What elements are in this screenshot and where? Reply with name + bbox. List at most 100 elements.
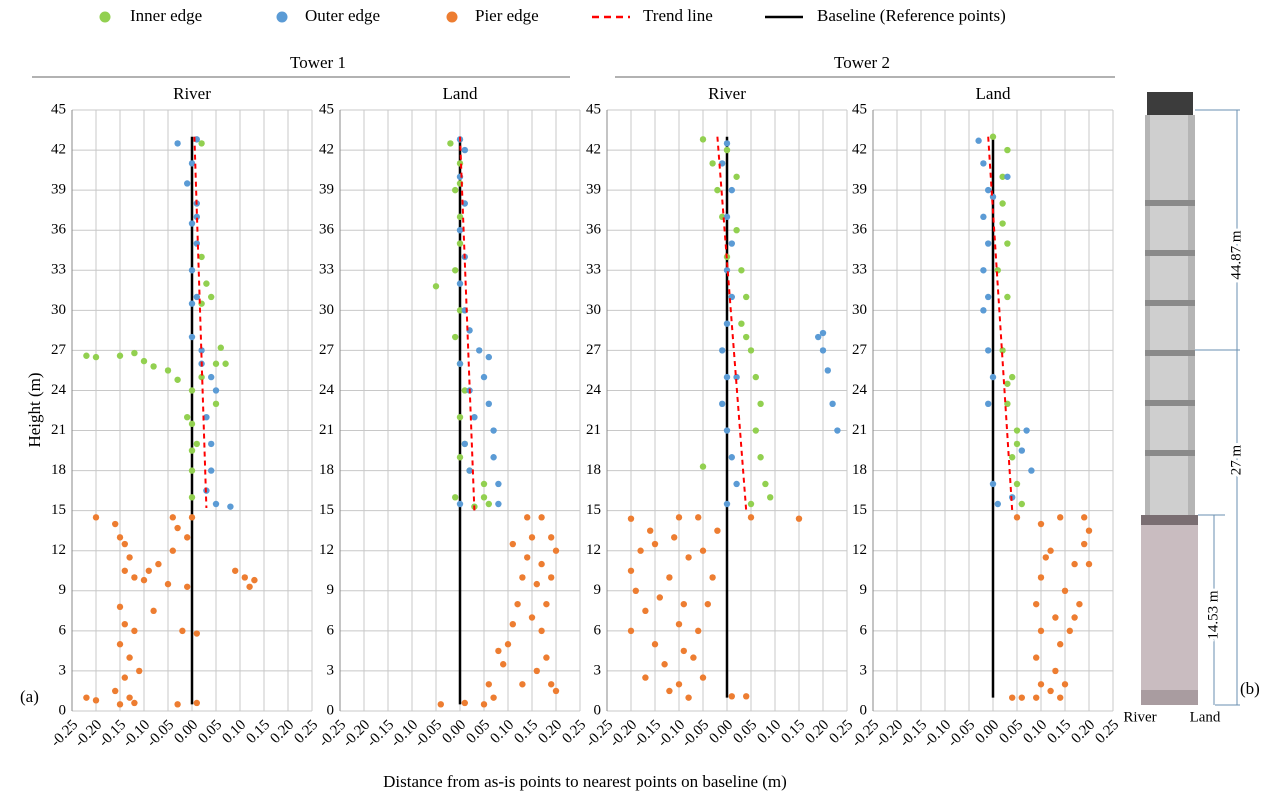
y-tick-label: 24	[852, 382, 868, 398]
data-point	[980, 267, 986, 273]
data-point	[179, 628, 185, 634]
data-point	[251, 577, 257, 583]
data-point	[690, 654, 696, 660]
x-tick-label: 0.05	[730, 717, 760, 747]
data-point	[117, 604, 123, 610]
y-tick-label: 15	[319, 502, 334, 518]
data-point	[222, 361, 228, 367]
y-tick-label: 0	[860, 702, 868, 718]
data-point	[1071, 561, 1077, 567]
data-point	[452, 494, 458, 500]
group-title: Tower 2	[834, 53, 890, 72]
data-point	[457, 160, 463, 166]
data-point	[548, 534, 554, 540]
data-point	[538, 514, 544, 520]
data-point	[1052, 668, 1058, 674]
data-point	[524, 514, 530, 520]
y-tick-label: 6	[594, 622, 602, 638]
data-point	[189, 300, 195, 306]
data-point	[189, 467, 195, 473]
y-tick-label: 24	[51, 382, 67, 398]
data-point	[83, 353, 89, 359]
y-tick-label: 3	[860, 662, 868, 678]
data-point	[1052, 614, 1058, 620]
data-point	[213, 387, 219, 393]
data-point	[685, 694, 691, 700]
data-point	[980, 160, 986, 166]
y-tick-label: 24	[586, 382, 602, 398]
x-tick-label: 0.15	[778, 717, 808, 747]
trend-line	[194, 137, 206, 508]
data-point	[476, 347, 482, 353]
y-tick-label: 21	[852, 422, 867, 438]
data-point	[126, 554, 132, 560]
data-point	[985, 187, 991, 193]
data-point	[519, 574, 525, 580]
data-point	[462, 147, 468, 153]
data-point	[529, 534, 535, 540]
y-tick-label: 15	[852, 502, 867, 518]
data-point	[719, 401, 725, 407]
data-point	[486, 681, 492, 687]
data-point	[117, 641, 123, 647]
data-point	[1057, 694, 1063, 700]
data-point	[834, 427, 840, 433]
data-point	[1067, 628, 1073, 634]
y-tick-label: 30	[852, 302, 867, 318]
data-point	[1014, 514, 1020, 520]
panel-title: Land	[976, 84, 1011, 103]
y-tick-label: 18	[586, 462, 601, 478]
y-tick-label: 3	[327, 662, 335, 678]
data-point	[743, 294, 749, 300]
data-point	[490, 427, 496, 433]
data-point	[825, 367, 831, 373]
data-point	[457, 361, 463, 367]
data-point	[553, 548, 559, 554]
data-point	[462, 441, 468, 447]
data-point	[500, 661, 506, 667]
y-tick-label: 0	[327, 702, 335, 718]
data-point	[676, 681, 682, 687]
data-point	[1086, 561, 1092, 567]
data-point	[1004, 294, 1010, 300]
data-point	[131, 628, 137, 634]
data-point	[510, 541, 516, 547]
data-point	[1047, 688, 1053, 694]
data-point	[218, 345, 224, 351]
data-point	[724, 374, 730, 380]
data-point	[724, 427, 730, 433]
y-tick-label: 12	[586, 542, 601, 558]
data-point	[198, 254, 204, 260]
data-point	[208, 441, 214, 447]
data-point	[208, 374, 214, 380]
data-point	[93, 514, 99, 520]
data-point	[93, 697, 99, 703]
x-tick-label: 0.00	[171, 717, 201, 747]
y-tick-label: 21	[586, 422, 601, 438]
data-point	[1014, 427, 1020, 433]
data-point	[189, 421, 195, 427]
data-point	[141, 577, 147, 583]
data-point	[1004, 147, 1010, 153]
data-point	[208, 467, 214, 473]
y-tick-label: 27	[319, 342, 335, 358]
legend-label: Inner edge	[130, 6, 202, 25]
data-point	[1038, 628, 1044, 634]
data-point	[753, 374, 759, 380]
data-point	[695, 514, 701, 520]
x-axis-label: Distance from as-is points to nearest po…	[383, 772, 787, 791]
y-tick-label: 39	[319, 182, 334, 198]
data-point	[999, 220, 1005, 226]
data-point	[748, 347, 754, 353]
y-tick-label: 33	[51, 262, 66, 278]
data-point	[709, 160, 715, 166]
data-point	[529, 614, 535, 620]
data-point	[490, 454, 496, 460]
y-axis-label: Height (m)	[25, 372, 44, 447]
x-tick-label: 0.00	[972, 717, 1002, 747]
data-point	[457, 227, 463, 233]
data-point	[733, 174, 739, 180]
data-point	[700, 463, 706, 469]
data-point	[695, 628, 701, 634]
data-point	[733, 227, 739, 233]
